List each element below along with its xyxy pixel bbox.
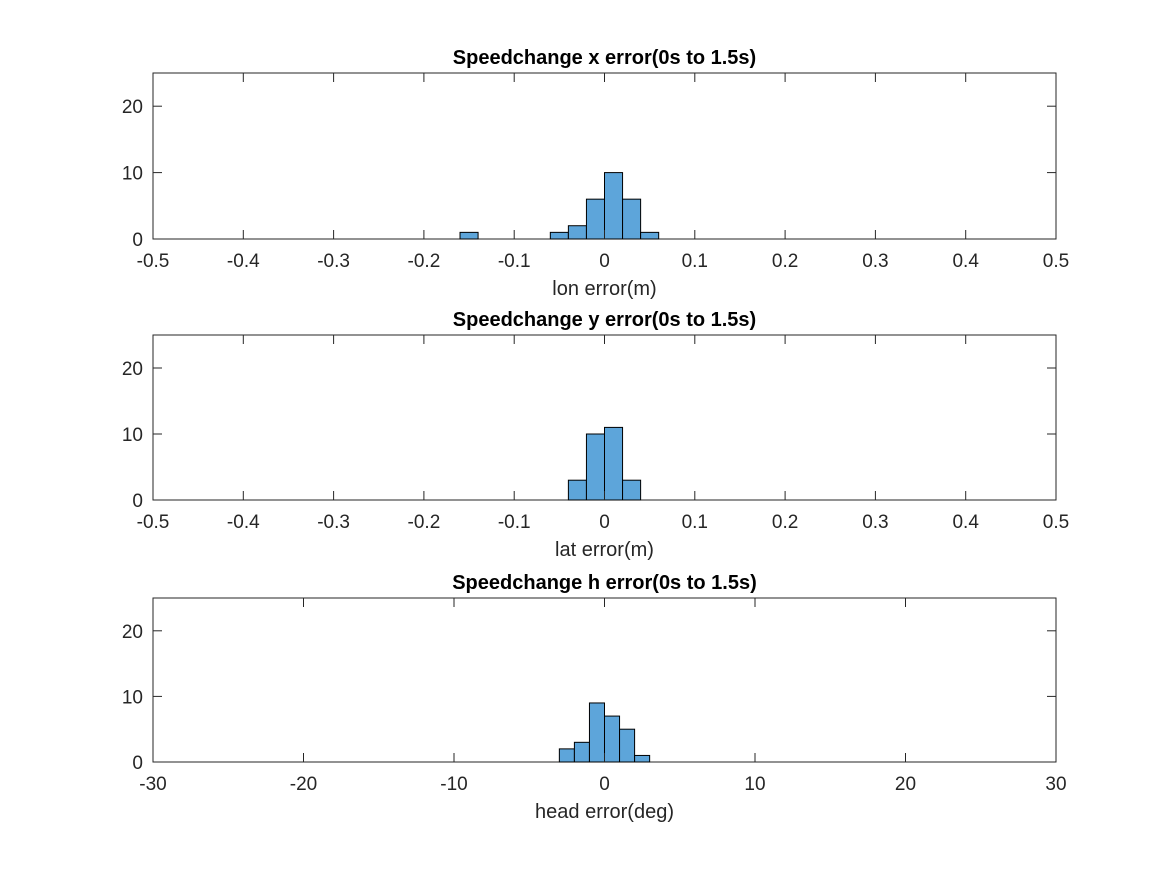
x-tick-label: 0.4 [952, 251, 979, 272]
histogram-bar [588, 702, 606, 763]
y-tick-label: 0 [132, 230, 143, 251]
x-tick-label: -0.4 [227, 512, 260, 533]
x-tick-label: -0.1 [498, 512, 531, 533]
x-tick-label: -10 [440, 774, 467, 795]
x-axis-label: lat error(m) [555, 539, 654, 561]
x-tick-label: 0.1 [682, 251, 708, 272]
x-tick-label: -20 [290, 774, 317, 795]
x-tick-label: -0.2 [408, 251, 441, 272]
histogram-bar [640, 231, 660, 240]
subplot-2: -0.5 -0.4 -0.3 -0.2 -0.1 0 0.1 0.2 0.3 0.4 0.5 0 10 2… [122, 309, 1069, 561]
histogram-bar [585, 433, 606, 501]
histogram-bar [604, 426, 624, 501]
histogram-bar [604, 172, 624, 240]
y-tick-label: 20 [122, 97, 143, 118]
histogram-bar [619, 728, 636, 763]
y-tick-label: 10 [122, 687, 143, 708]
histogram-bar [558, 748, 575, 763]
x-tick-label: -0.4 [227, 251, 260, 272]
x-tick-label: -0.5 [137, 251, 170, 272]
histogram-bar [585, 198, 606, 240]
chart-title: Speedchange h error(0s to 1.5s) [452, 572, 757, 594]
y-tick-label: 10 [122, 425, 143, 446]
histogram-bar [622, 479, 642, 501]
x-tick-label: 0 [599, 251, 610, 272]
subplot-3: -30 -20 -10 0 10 20 30 0 10 20 Speedchange h error… [122, 572, 1067, 823]
x-axis-label: head error(deg) [535, 801, 674, 823]
x-tick-label: 0.3 [862, 251, 888, 272]
x-tick-label: -0.1 [498, 251, 531, 272]
x-tick-label: 0.2 [772, 251, 798, 272]
y-tick-label: 0 [132, 753, 143, 774]
subplot-1: -0.5 -0.4 -0.3 -0.2 -0.1 0 0.1 0.2 0.3 0.4 0.5 0 10 2… [122, 47, 1069, 300]
y-tick-label: 10 [122, 164, 143, 185]
x-tick-label: 0.4 [952, 512, 979, 533]
x-tick-label: 0 [599, 512, 610, 533]
histogram-bar [622, 198, 642, 240]
x-tick-label: 0.5 [1043, 251, 1069, 272]
x-tick-label: -30 [139, 774, 166, 795]
x-tick-label: 0.5 [1043, 512, 1069, 533]
x-tick-label: 20 [895, 774, 916, 795]
chart-title: Speedchange y error(0s to 1.5s) [453, 309, 756, 331]
y-tick-label: 0 [132, 491, 143, 512]
y-tick-label: 20 [122, 622, 143, 643]
histogram-bar [604, 715, 621, 763]
histogram-bar [459, 231, 479, 240]
x-tick-label: -0.2 [408, 512, 441, 533]
x-axis-label: lon error(m) [552, 278, 656, 300]
x-tick-label: 0.2 [772, 512, 798, 533]
x-tick-label: 0.3 [862, 512, 888, 533]
x-tick-label: 0.1 [682, 512, 708, 533]
x-tick-label: 0 [599, 774, 610, 795]
x-tick-label: -0.3 [317, 251, 350, 272]
x-tick-label: -0.5 [137, 512, 170, 533]
histogram-bar [573, 741, 590, 763]
histogram-bar [549, 231, 569, 240]
histogram-bar [634, 754, 651, 763]
y-tick-label: 20 [122, 359, 143, 380]
x-tick-label: 10 [744, 774, 765, 795]
histogram-bar [567, 479, 587, 501]
histogram-bar [567, 225, 587, 240]
chart-title: Speedchange x error(0s to 1.5s) [453, 47, 756, 69]
x-tick-label: 30 [1045, 774, 1066, 795]
x-tick-label: -0.3 [317, 512, 350, 533]
